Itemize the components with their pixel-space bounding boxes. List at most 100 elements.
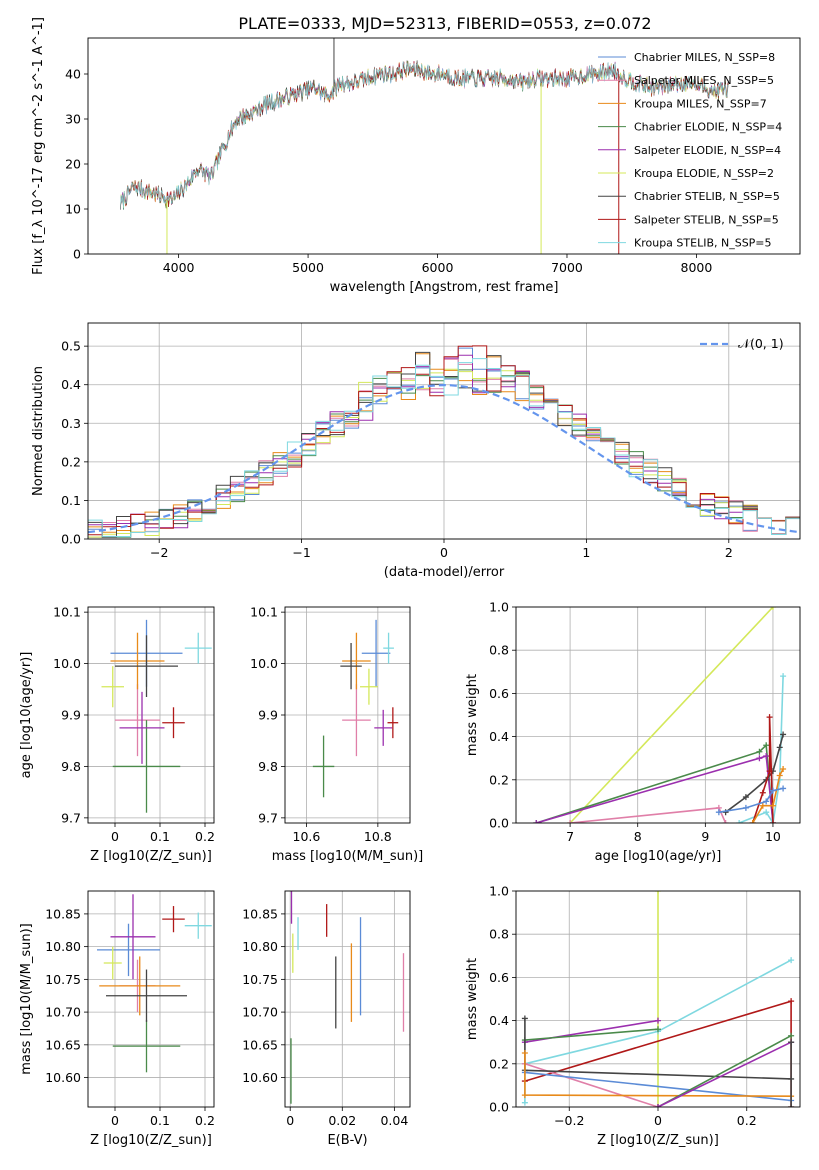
weight-marker xyxy=(521,1050,528,1056)
z-mass-panel: 0 0.1 0.2 10.60 10.65 10.70 10.75 10.80 10.85 Z [… xyxy=(19,890,215,1148)
y-tick-label: 10.70 xyxy=(242,1005,278,1020)
axes-frame xyxy=(87,606,215,824)
weight-marker xyxy=(521,1015,528,1022)
y-tick-label: 0.2 xyxy=(489,772,509,787)
y-axis-label: age [log10(age/yr)] xyxy=(19,652,34,779)
x-tick-label: 10.6 xyxy=(293,829,321,844)
x-tick-label: 8 xyxy=(634,829,642,844)
y-tick-label: 0.3 xyxy=(61,416,81,431)
weight-marker xyxy=(788,957,795,964)
weight-marker xyxy=(655,1026,661,1033)
weight-marker xyxy=(780,673,787,680)
weight-marker xyxy=(769,787,776,794)
legend-entry: Salpeter MILES, N_SSP=5 xyxy=(634,74,774,87)
y-tick-label: 0.4 xyxy=(489,1013,509,1028)
weight-marker xyxy=(749,820,756,823)
weight-marker xyxy=(756,748,763,755)
y-tick-label: 9.8 xyxy=(258,759,278,774)
y-tick-label: 10.1 xyxy=(250,605,278,620)
y-tick-label: 10.65 xyxy=(242,1037,278,1052)
weight-line-1 xyxy=(536,743,774,823)
weight-marker xyxy=(521,1099,528,1106)
axes-frame xyxy=(87,37,801,255)
x-tick-label: 4000 xyxy=(163,260,195,275)
y-tick-label: 0.4 xyxy=(61,377,81,392)
axes-frame xyxy=(515,606,801,824)
x-tick-label: 0 xyxy=(440,545,448,560)
y-tick-label: 0.5 xyxy=(61,339,81,354)
y-tick-label: 10.75 xyxy=(242,972,278,987)
weight-line-3 xyxy=(570,807,727,823)
y-tick-label: 20 xyxy=(65,157,81,172)
y-tick-label: 10.60 xyxy=(242,1070,278,1085)
weight-marker xyxy=(722,820,729,823)
weight-marker xyxy=(769,607,776,610)
x-axis-label: Z [log10(Z/Z_sun)] xyxy=(90,1133,212,1148)
axes-frame xyxy=(515,890,801,1108)
x-tick-label: 5000 xyxy=(292,260,324,275)
weight-line-10 xyxy=(657,1041,792,1107)
normal-curve xyxy=(88,383,800,534)
weight-marker xyxy=(780,766,787,772)
residuals-plot-area xyxy=(88,345,800,539)
legend-entry: Salpeter ELODIE, N_SSP=4 xyxy=(634,144,781,157)
x-tick-label: 8000 xyxy=(681,260,713,275)
weight-marker xyxy=(655,891,661,894)
spectrum-panel: 4000 5000 6000 7000 8000 0 10 20 30 40 wavelength … xyxy=(31,17,801,295)
axes-frame xyxy=(284,890,411,1108)
y-tick-label: 10.85 xyxy=(45,906,81,921)
x-axis-label: age [log10(age/yr)] xyxy=(595,849,722,864)
y-tick-label: 10.1 xyxy=(53,605,81,620)
ebv-mass-panel: 0 0.02 0.04 10.60 10.65 10.70 10.75 10.80 10.85 E… xyxy=(242,890,411,1148)
y-tick-label: 0.4 xyxy=(489,729,509,744)
z-weight-plot-area xyxy=(521,891,795,1107)
weight-marker xyxy=(742,804,749,811)
spectrum-plot-area xyxy=(120,38,729,254)
spectrum-line-8 xyxy=(120,60,729,210)
x-tick-label: −1 xyxy=(292,545,310,560)
x-axis-label: (data-model)/error xyxy=(384,565,505,580)
age-weight-plot-area xyxy=(533,607,787,823)
x-tick-label: 0.1 xyxy=(150,829,170,844)
legend-entry: Kroupa ELODIE, N_SSP=2 xyxy=(634,167,774,180)
ebv-mass-plot-area xyxy=(290,891,405,1104)
y-tick-label: 10 xyxy=(65,202,81,217)
x-tick-label: 1 xyxy=(582,545,590,560)
y-tick-label: 0.0 xyxy=(489,1100,509,1115)
y-tick-label: 10.65 xyxy=(45,1037,81,1052)
x-tick-label: 7 xyxy=(566,829,574,844)
weight-marker xyxy=(763,753,770,760)
axes-frame xyxy=(284,606,411,824)
x-axis-label: mass [log10(M/M_sun)] xyxy=(272,849,424,864)
z-age-panel: 0 0.1 0.2 9.7 9.8 9.9 10.0 10.1 Z [log10(Z/Z_sun… xyxy=(19,605,215,864)
weight-line-9 xyxy=(657,1034,792,1107)
y-tick-label: 0.2 xyxy=(61,454,81,469)
weight-marker xyxy=(521,1092,528,1099)
weight-marker xyxy=(780,785,787,792)
weight-line-4 xyxy=(524,1028,659,1041)
z-mass-plot-area xyxy=(97,894,212,1073)
x-tick-label: 0 xyxy=(654,1113,662,1128)
x-tick-label: 7000 xyxy=(551,260,583,275)
y-tick-label: 10.80 xyxy=(242,939,278,954)
legend-entry: 𝒩(0, 1) xyxy=(738,336,784,351)
y-tick-label: 10.0 xyxy=(53,656,81,671)
y-tick-label: 9.7 xyxy=(258,810,278,825)
legend-entry: Chabrier MILES, N_SSP=8 xyxy=(634,51,775,64)
figure-title: PLATE=0333, MJD=52313, FIBERID=0553, z=0… xyxy=(238,14,651,33)
y-tick-label: 0.0 xyxy=(489,816,509,831)
legend-entry: Kroupa MILES, N_SSP=7 xyxy=(634,97,767,110)
y-tick-label: 0.0 xyxy=(61,532,81,547)
weight-marker xyxy=(759,789,766,796)
y-tick-label: 10.80 xyxy=(45,939,81,954)
axes-frame xyxy=(87,890,215,1108)
weight-marker xyxy=(742,794,749,801)
axes-frame xyxy=(87,322,801,540)
x-tick-label: −0.2 xyxy=(554,1113,584,1128)
y-tick-label: 0 xyxy=(73,247,81,262)
weight-marker xyxy=(776,744,783,751)
weight-marker xyxy=(788,1104,795,1107)
weight-marker xyxy=(756,755,763,762)
y-axis-label: mass [log10(M/M_sun)] xyxy=(19,923,34,1075)
